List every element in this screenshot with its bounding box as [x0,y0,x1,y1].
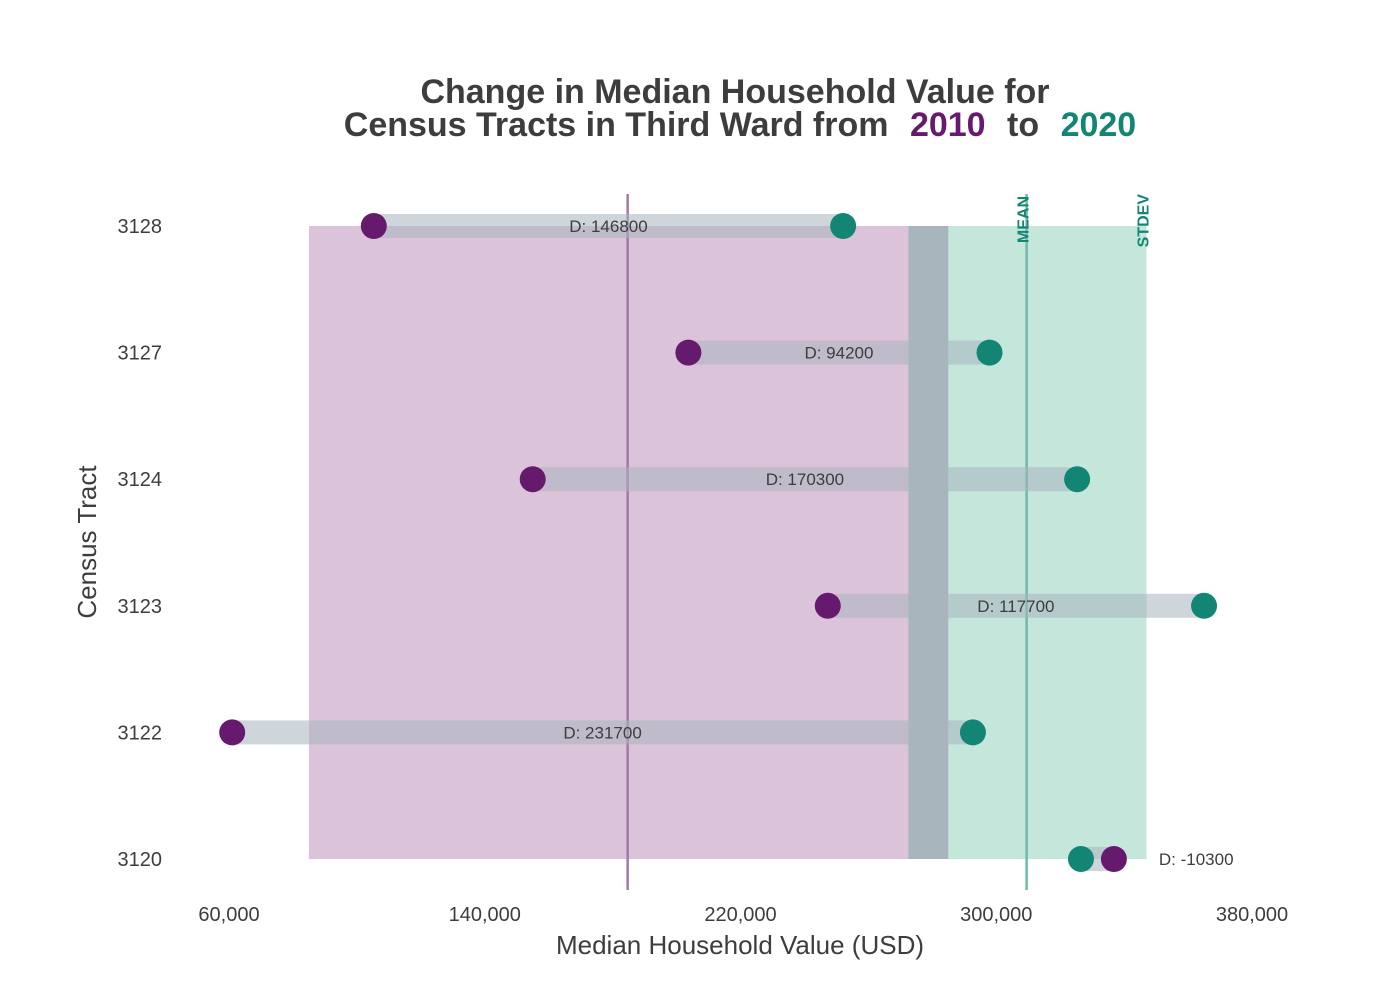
point-2010 [219,719,246,746]
point-2020 [1191,592,1218,619]
point-2020 [976,339,1003,366]
y-tick-label: 3124 [118,469,163,491]
x-axis-tick-labels: 60,000 140,000 220,000 300,000 380,000 [198,904,1288,926]
x-tick-label: 220,000 [704,904,776,926]
point-2020 [1067,846,1094,872]
title-year-start: 2010 [910,106,986,144]
difference-label: D: 117700 [977,597,1054,616]
chart-title-line2: Census Tracts in Third Ward from 2010 to… [344,106,1136,144]
difference-label: D: 170300 [766,470,844,489]
x-tick-label: 140,000 [449,904,521,926]
difference-label: D: 231700 [563,723,641,742]
y-tick-label: 3123 [118,596,163,618]
title-connector: to [1007,106,1039,144]
x-tick-label: 60,000 [198,904,259,926]
y-tick-label: 3128 [118,216,163,238]
difference-label: D: 146800 [569,217,647,236]
difference-label: D: -10300 [1159,850,1234,869]
y-tick-label: 3127 [118,343,163,365]
reference-lines: MEAN STDEV [626,194,1153,890]
value-bands [308,226,1147,859]
point-2010 [814,592,841,619]
connector-bar [532,467,1078,492]
point-2010 [675,339,702,366]
x-tick-label: 300,000 [960,904,1032,926]
y-tick-label: 3122 [118,722,163,744]
mean-label: MEAN [1016,196,1033,243]
difference-labels: D: 146800 D: 94200 D: 170300 D: 117700 D: 23… [563,217,1233,869]
chart-title-line1: Change in Median Household Value for [420,73,1049,111]
stdev-label: STDEV [1136,194,1153,248]
y-tick-label: 3120 [118,849,163,871]
connector-bar [232,720,973,745]
x-axis-title: Median Household Value (USD) [556,930,924,960]
y-axis-title: Census Tract [72,465,102,619]
y-axis-tick-labels: 3128 3127 3124 3123 3122 3120 [118,216,163,871]
point-2010 [1100,846,1127,872]
difference-label: D: 94200 [804,344,873,363]
connector-bars [232,214,1205,871]
band-overlap [908,226,949,859]
data-points [219,213,1218,872]
connector-bar [688,340,990,365]
chart-title-prefix: Census Tracts in Third Ward from [344,106,889,144]
connector-bar [373,214,844,238]
point-2020 [959,719,986,746]
title-year-end: 2020 [1061,106,1137,144]
point-2010 [519,466,546,493]
point-2010 [360,213,387,239]
point-2020 [1064,466,1091,493]
connector-bar [827,593,1205,618]
x-tick-label: 380,000 [1216,904,1288,926]
point-2020 [830,213,857,239]
